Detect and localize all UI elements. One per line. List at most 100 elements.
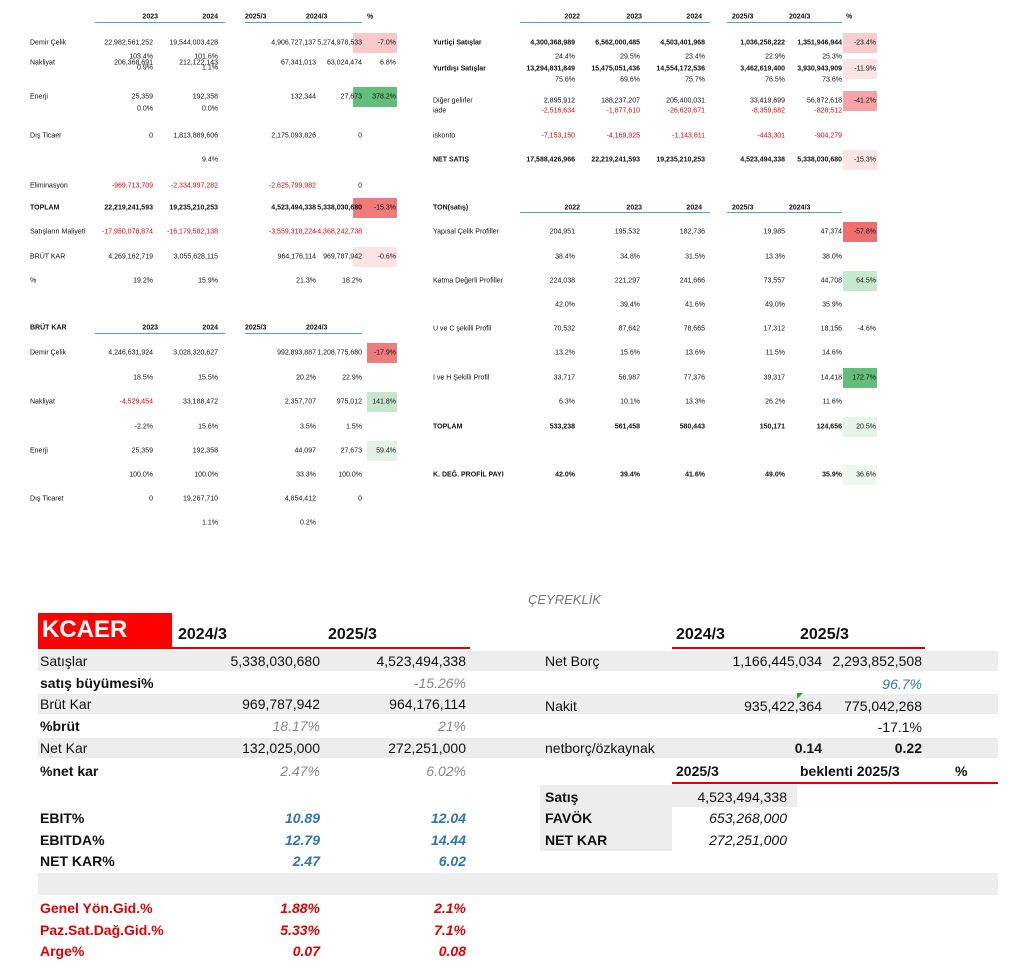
cell: 23.4% [685,53,705,61]
cell: 964,176,114 [389,696,466,712]
cell: 0.0% [202,105,218,113]
underline [672,782,998,784]
row-label: TOPLAM [30,204,60,212]
cell: 25,359 [131,447,153,455]
cell: -2,516,634 [541,107,575,115]
cell: 0 [358,495,362,503]
cell: 39,317 [763,374,785,382]
cell: 0 [149,132,153,140]
row-label: Satışların Maliyeti [30,228,86,236]
column-header: 2024 [686,204,702,212]
cell: 206,368,691 [114,59,153,67]
cell: 2,357,707 [284,398,316,406]
value-band [672,785,797,807]
underline [672,647,925,649]
cell: 241,666 [679,277,705,285]
cell: 3,028,320,627 [173,349,218,357]
cell: 33.3% [296,471,316,479]
cell: 21.3% [296,277,316,285]
cell-highlight [843,222,877,242]
row-label: FAVÖK [545,810,593,826]
cell: 4,503,401,968 [660,39,705,47]
row-label: Nakliyat [30,59,55,67]
cell: -2.2% [134,423,153,431]
cell: -15.26% [413,675,466,691]
cell: 38.0% [822,253,842,261]
cell: 18.2% [342,277,362,285]
cell: 4,523,494,338 [271,204,316,212]
cell: 22,982,561,252 [104,39,153,47]
cell: 3,930,943,909 [797,65,842,73]
cell: -4.6% [857,325,876,333]
cell: 15,475,051,436 [591,65,640,73]
cell: 18,156 [820,325,842,333]
cell: -17.1% [877,719,922,735]
cell: 59.4% [376,447,396,455]
cell-highlight [843,271,877,291]
row-label: % [30,277,37,285]
row-label: iskonto [433,132,456,140]
cell: 31.5% [685,253,705,261]
cell: 533,238 [549,423,575,431]
cell: -26,620,671 [667,107,705,115]
cell: 1,208,775,680 [317,349,362,357]
cell: 22,219,241,593 [591,156,640,164]
cell-highlight [843,150,877,170]
cell: 38.4% [555,253,575,261]
row-label: Nakliyat [30,398,55,406]
row-label: Genel Yön.Gid.% [40,900,153,916]
cell: 22,219,241,593 [104,204,153,212]
row-label: EBITDA% [40,832,105,848]
cell: 124,656 [816,423,842,431]
cell: 272,251,000 [709,832,787,848]
column-header: 2024/3 [676,626,725,643]
cell: -828,512 [814,107,842,115]
cell: 35.9% [822,471,842,479]
cell: 13.6% [685,349,705,357]
cell: 19,985 [763,228,785,236]
cell: 64.5% [856,277,876,285]
cell: 969,787,942 [323,253,362,261]
row-label: BRÜT KAR [30,253,66,261]
cell: 1,351,946,944 [797,39,842,47]
cell: 11.6% [822,398,842,406]
cell: 2,895,912 [543,97,575,105]
row-label: Enerji [30,447,48,455]
row-band [38,694,998,714]
cell: 101.6% [194,53,218,61]
cell: 192,358 [192,93,218,101]
cell: 15.9% [198,277,218,285]
cell: 56,872,618 [806,97,842,105]
row-label: Paz.Sat.Dağ.Gid.% [40,922,164,938]
cell: 1.88% [280,900,320,916]
cell: 25.3% [822,53,842,61]
column-header: 2025/3 [676,763,719,779]
row-band [38,738,998,758]
cell: 272,251,000 [388,740,466,756]
cell: 205,400,031 [666,97,705,105]
column-header: 2025/3 [245,324,267,332]
cell: 15.5% [198,374,218,382]
header-line [520,22,710,23]
cell: -7,153,150 [541,132,575,140]
cell: 0.9% [137,64,153,72]
cell: -15.3% [373,204,396,212]
cell: 3,055,628,115 [173,253,218,261]
row-label: U ve C şekilli Profil [433,325,492,333]
row-label: Yurtdışı Satışlar [433,65,486,73]
column-header: 2024 [686,13,702,21]
cell: 4,269,162,719 [108,253,153,261]
row-label: Net Kar [40,740,88,756]
cell: 56,987 [618,374,640,382]
cell: 27,673 [340,93,362,101]
cell: 192,358 [192,447,218,455]
cell: -4,169,925 [606,132,640,140]
cell: 0.08 [438,943,466,959]
column-header: 2025/3 [245,13,267,21]
cell: 19,267,710 [182,495,218,503]
cell: 0 [358,132,362,140]
cell: 25,359 [131,93,153,101]
cell: 12.79 [284,832,320,848]
cell-highlight [353,87,397,107]
